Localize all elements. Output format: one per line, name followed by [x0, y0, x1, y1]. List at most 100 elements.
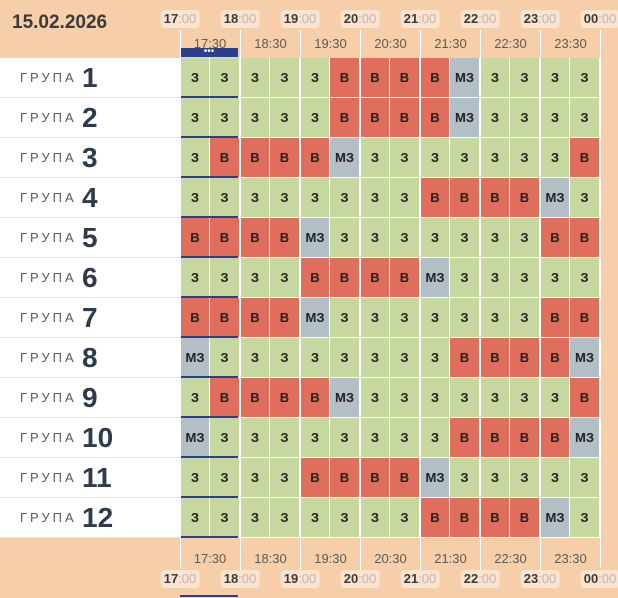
slot-cell[interactable]: З	[330, 178, 360, 218]
slot-cell[interactable]: З	[510, 218, 540, 258]
slot-cell[interactable]: В	[330, 458, 360, 498]
slot-cell[interactable]: З	[300, 58, 330, 98]
slot-cell[interactable]: МЗ	[570, 418, 600, 458]
slot-cell[interactable]: З	[420, 298, 450, 338]
slot-cell[interactable]: З	[240, 418, 270, 458]
slot-cell[interactable]: З	[330, 338, 360, 378]
slot-cell[interactable]: В	[510, 418, 540, 458]
slot-cell[interactable]: З	[450, 218, 480, 258]
slot-cell[interactable]: В	[540, 418, 570, 458]
slot-cell[interactable]: З	[210, 418, 240, 458]
group-label-12[interactable]: ГРУПА 12	[0, 498, 180, 538]
slot-cell[interactable]: В	[390, 258, 420, 298]
slot-cell[interactable]: МЗ	[330, 138, 360, 178]
slot-cell[interactable]: З	[420, 138, 450, 178]
slot-cell[interactable]: З	[240, 338, 270, 378]
slot-cell[interactable]: З	[570, 58, 600, 98]
slot-cell[interactable]: З	[180, 58, 210, 98]
slot-cell[interactable]: В	[570, 378, 600, 418]
slot-cell[interactable]: МЗ	[540, 498, 570, 538]
slot-cell[interactable]: З	[420, 338, 450, 378]
slot-cell[interactable]: МЗ	[420, 258, 450, 298]
slot-cell[interactable]: В	[450, 418, 480, 458]
slot-cell[interactable]: З	[510, 378, 540, 418]
slot-cell[interactable]: В	[240, 298, 270, 338]
slot-cell[interactable]: В	[570, 218, 600, 258]
slot-cell[interactable]: З	[420, 418, 450, 458]
slot-cell[interactable]: З	[270, 258, 300, 298]
slot-cell[interactable]: В	[330, 258, 360, 298]
slot-cell[interactable]: З	[270, 418, 300, 458]
slot-cell[interactable]: З	[390, 178, 420, 218]
slot-cell[interactable]: З	[270, 498, 300, 538]
slot-cell[interactable]: МЗ	[570, 338, 600, 378]
slot-cell[interactable]: З	[240, 498, 270, 538]
slot-cell[interactable]: В	[270, 218, 300, 258]
slot-cell[interactable]: З	[480, 218, 510, 258]
group-label-5[interactable]: ГРУПА 5	[0, 218, 180, 258]
slot-cell[interactable]: В	[420, 58, 450, 98]
slot-cell[interactable]: З	[300, 498, 330, 538]
slot-cell[interactable]: З	[510, 258, 540, 298]
slot-cell[interactable]: З	[510, 98, 540, 138]
slot-cell[interactable]: В	[570, 138, 600, 178]
slot-cell[interactable]: В	[360, 58, 390, 98]
slot-cell[interactable]: В	[540, 338, 570, 378]
group-label-10[interactable]: ГРУПА 10	[0, 418, 180, 458]
slot-cell[interactable]: МЗ	[420, 458, 450, 498]
slot-cell[interactable]: З	[180, 98, 210, 138]
slot-cell[interactable]: В	[210, 218, 240, 258]
slot-cell[interactable]: В	[540, 218, 570, 258]
slot-cell[interactable]: З	[540, 138, 570, 178]
slot-cell[interactable]: З	[390, 378, 420, 418]
slot-cell[interactable]: В	[330, 58, 360, 98]
slot-cell[interactable]: З	[480, 378, 510, 418]
slot-cell[interactable]: З	[240, 178, 270, 218]
slot-cell[interactable]: З	[210, 58, 240, 98]
slot-cell[interactable]: З	[270, 338, 300, 378]
slot-cell[interactable]: В	[360, 458, 390, 498]
slot-cell[interactable]: З	[420, 218, 450, 258]
slot-cell[interactable]: З	[240, 258, 270, 298]
slot-cell[interactable]: З	[480, 138, 510, 178]
slot-cell[interactable]: В	[450, 178, 480, 218]
slot-cell[interactable]: З	[270, 178, 300, 218]
slot-cell[interactable]: В	[390, 58, 420, 98]
slot-cell[interactable]: В	[180, 218, 210, 258]
slot-cell[interactable]: З	[450, 258, 480, 298]
group-label-2[interactable]: ГРУПА 2	[0, 98, 180, 138]
slot-cell[interactable]: З	[270, 58, 300, 98]
slot-cell[interactable]: В	[420, 178, 450, 218]
slot-cell[interactable]: З	[390, 338, 420, 378]
slot-cell[interactable]: З	[390, 218, 420, 258]
slot-cell[interactable]: З	[180, 498, 210, 538]
slot-cell[interactable]: З	[180, 258, 210, 298]
slot-cell[interactable]: З	[570, 98, 600, 138]
slot-cell[interactable]: З	[360, 378, 390, 418]
slot-cell[interactable]: В	[210, 138, 240, 178]
slot-cell[interactable]: МЗ	[300, 218, 330, 258]
slot-cell[interactable]: З	[300, 418, 330, 458]
group-label-1[interactable]: ГРУПА 1	[0, 58, 180, 98]
slot-cell[interactable]: МЗ	[180, 338, 210, 378]
slot-cell[interactable]: В	[210, 298, 240, 338]
slot-cell[interactable]: З	[330, 218, 360, 258]
slot-cell[interactable]: МЗ	[330, 378, 360, 418]
slot-cell[interactable]: З	[360, 298, 390, 338]
slot-cell[interactable]: В	[510, 498, 540, 538]
selected-slot-marker[interactable]: •••	[180, 47, 238, 57]
slot-cell[interactable]: З	[240, 458, 270, 498]
slot-cell[interactable]: МЗ	[180, 418, 210, 458]
slot-cell[interactable]: З	[510, 458, 540, 498]
slot-cell[interactable]: З	[180, 458, 210, 498]
slot-cell[interactable]: З	[390, 298, 420, 338]
slot-cell[interactable]: З	[210, 178, 240, 218]
slot-cell[interactable]: В	[270, 138, 300, 178]
slot-cell[interactable]: МЗ	[540, 178, 570, 218]
slot-cell[interactable]: З	[390, 418, 420, 458]
slot-cell[interactable]: З	[570, 458, 600, 498]
slot-cell[interactable]: З	[240, 58, 270, 98]
slot-cell[interactable]: З	[210, 258, 240, 298]
slot-cell[interactable]: З	[360, 418, 390, 458]
slot-cell[interactable]: З	[210, 338, 240, 378]
